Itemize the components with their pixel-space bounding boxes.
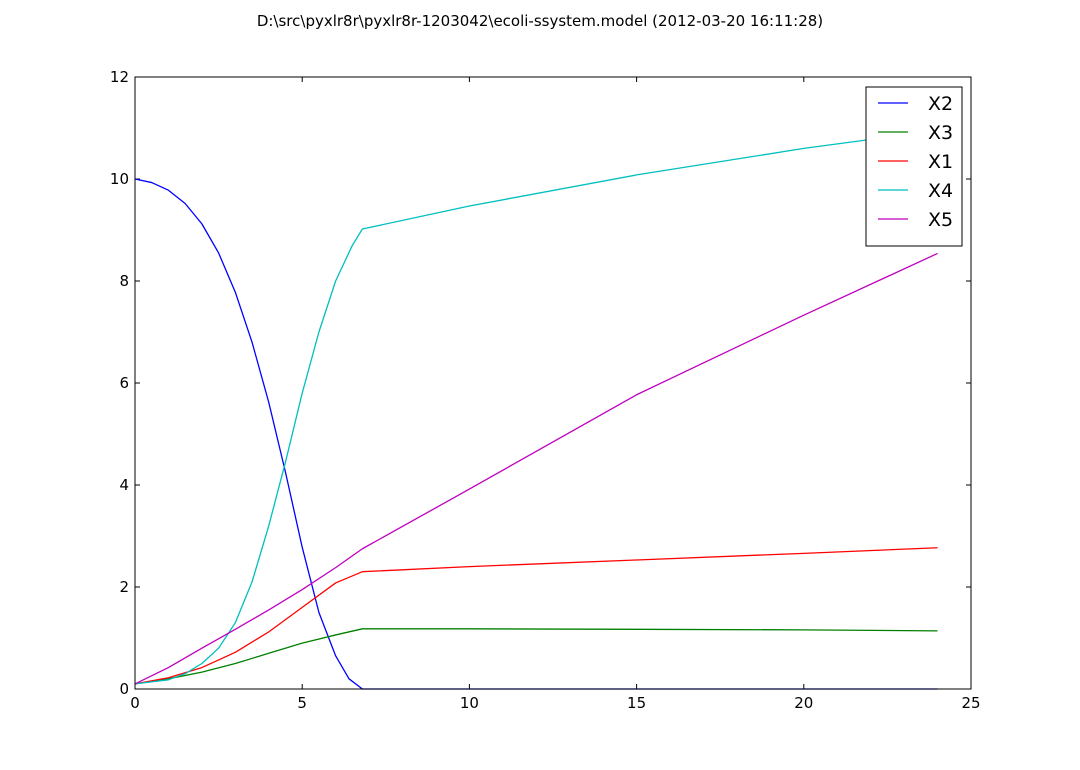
- x-tick-label: 0: [130, 694, 140, 712]
- plot-frame: [134, 76, 972, 690]
- y-tick-label: 8: [119, 272, 129, 290]
- plot-background: [135, 77, 971, 689]
- y-tick-label: 10: [110, 170, 129, 188]
- axis-ticks: 0 5 10 15 20 25 0 2 4 6 8 10 12: [110, 68, 981, 712]
- legend-label: X3: [928, 122, 953, 144]
- legend: X2 X3 X1 X4 X5: [865, 86, 963, 247]
- legend-label: X5: [928, 209, 953, 231]
- legend-label: X4: [928, 180, 953, 202]
- y-tick-label: 12: [110, 68, 129, 86]
- y-tick-label: 0: [119, 680, 129, 698]
- legend-label: X2: [928, 93, 953, 115]
- series-line-x1: [134, 547, 938, 685]
- series-line-x4: [134, 129, 938, 685]
- x-tick-label: 25: [961, 694, 980, 712]
- x-tick-label: 15: [627, 694, 646, 712]
- x-tick-label: 20: [794, 694, 813, 712]
- x-tick-label: 10: [460, 694, 479, 712]
- x-tick-label: 5: [297, 694, 307, 712]
- series-line-x5: [134, 252, 938, 685]
- series-line-x3: [134, 628, 938, 685]
- y-tick-label: 2: [119, 578, 129, 596]
- y-tick-label: 6: [119, 374, 129, 392]
- legend-label: X1: [928, 151, 953, 173]
- chart-title: D:\src\pyxlr8r\pyxlr8r-1203042\ecoli-ssy…: [257, 12, 823, 30]
- y-tick-label: 4: [119, 476, 129, 494]
